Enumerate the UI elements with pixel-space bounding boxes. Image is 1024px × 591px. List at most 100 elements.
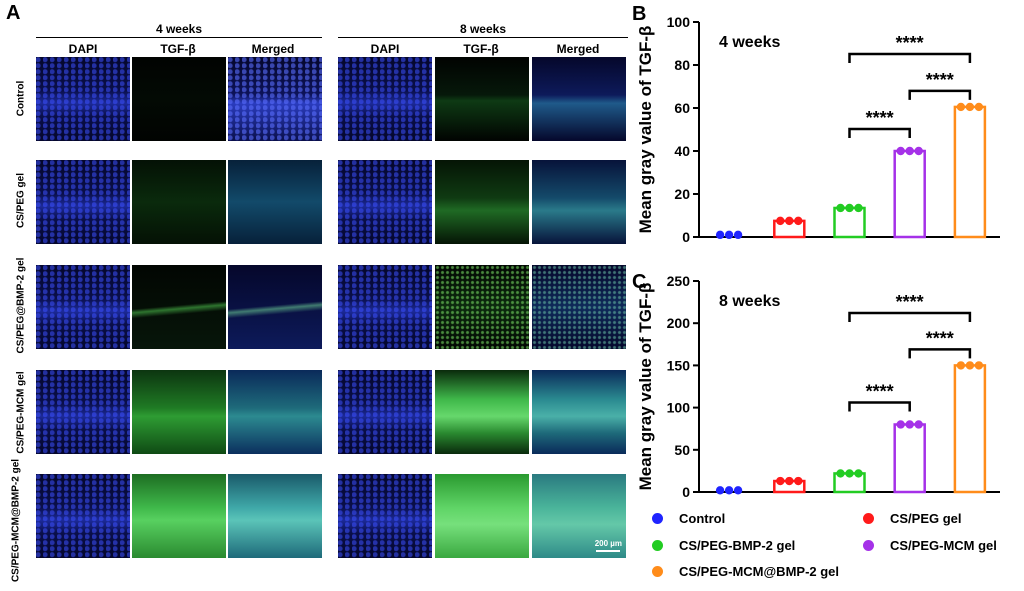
chart-c-ytick-label-1: 50 (674, 442, 690, 458)
chart-c-point-4-0 (956, 361, 966, 370)
micrograph-cs-peg-mcm-bmp2-tgf-4w (132, 474, 226, 558)
chart-c-ytick-label-2: 100 (667, 400, 691, 416)
micrograph-cs-peg-mcm-bmp2-merged-4w (228, 474, 322, 558)
chart-c-sig-label-2: **** (896, 292, 924, 312)
chart-c-sig-label-0: **** (866, 381, 894, 401)
chart-b-point-2-2 (854, 203, 863, 213)
chart-c-point-0-2 (733, 486, 743, 495)
micrograph-cs-peg-mcm-tgf-4w (132, 370, 226, 454)
row-label-cs-peg-bmp2-gel: CS/PEG@BMP-2 gel (15, 257, 27, 354)
chart-c-point-1-0 (776, 476, 785, 486)
chart-c-point-3-1 (905, 420, 914, 429)
chart-c-point-4-2 (974, 361, 984, 370)
chart-c-ytick-label-4: 200 (667, 315, 691, 331)
micrograph-control-merged-8w (532, 57, 626, 141)
micrograph-control-dapi-4w (36, 57, 130, 141)
chart-b-sig-bracket-0 (848, 127, 911, 138)
legend-item-cs-peg-mcm: CS/PEG-MCM gel (863, 538, 997, 553)
legend-label-control: Control (679, 511, 726, 526)
legend-dot-control (652, 513, 663, 524)
micrograph-cs-peg-mcm-bmp2-dapi-8w (338, 474, 432, 558)
chart-c-point-2-1 (845, 469, 854, 478)
group-rule-4-weeks (36, 37, 322, 38)
col-head-tgf-4w: TGF-β (160, 42, 196, 56)
chart-b-sig-label-2: **** (896, 33, 924, 53)
chart-c-point-1-2 (794, 476, 803, 486)
chart-b-bar-3 (893, 149, 926, 239)
chart-b-point-1-0 (776, 216, 785, 226)
chart-b-point-0-0 (715, 230, 725, 240)
scale-bar-label: 200 µm (594, 539, 622, 548)
micrograph-cs-peg-mcm-tgf-8w (435, 370, 529, 454)
chart-b-ytick-label-4: 80 (674, 57, 690, 73)
chart-b-letter: B (632, 3, 646, 25)
micrograph-cs-peg-mcm-merged-4w (228, 370, 322, 454)
chart-c-ylabel: Mean gray value of TGF-β (636, 283, 655, 491)
chart-b-ytick-label-5: 100 (667, 14, 691, 30)
micrograph-cs-peg-mcm-dapi-8w (338, 370, 432, 454)
micrograph-cs-peg-mcm-bmp2-tgf-8w (435, 474, 529, 558)
chart-panel-c: C Mean gray value of TGF-β 0 50 100 150 200 250… (630, 262, 1024, 505)
micrograph-cs-peg-mcm-dapi-4w (36, 370, 130, 454)
chart-c-sig-label-1: **** (926, 328, 954, 348)
chart-c-point-0-0 (715, 486, 725, 495)
micrograph-cs-peg-bmp2-dapi-4w (36, 265, 130, 349)
row-label-cs-peg-mcm-bmp2-gel: CS/PEG-MCM@BMP-2 gel (10, 458, 22, 583)
legend-label-cs-peg: CS/PEG gel (890, 511, 962, 526)
micrograph-cs-peg-bmp2-dapi-8w (338, 265, 432, 349)
chart-c-bar-4 (953, 364, 987, 494)
micrograph-cs-peg-merged-8w (532, 160, 626, 244)
chart-b-point-0-1 (724, 230, 734, 240)
legend-label-cs-peg-bmp2: CS/PEG-BMP-2 gel (679, 538, 796, 553)
chart-b-ytick-label-2: 40 (674, 143, 690, 159)
legend-dot-cs-peg-bmp2 (652, 540, 663, 551)
col-head-dapi-4w: DAPI (68, 42, 98, 56)
chart-c-sig-bracket-0 (848, 401, 911, 412)
micrograph-cs-peg-tgf-8w (435, 160, 529, 244)
micrograph-cs-peg-dapi-8w (338, 160, 432, 244)
panel-a-letter: A (6, 2, 21, 24)
micrograph-cs-peg-dapi-4w (36, 160, 130, 244)
legend-label-cs-peg-mcm-bmp2: CS/PEG-MCM@BMP-2 gel (679, 564, 840, 579)
chart-c-sig-bracket-1 (908, 348, 972, 359)
micrograph-control-dapi-8w (338, 57, 432, 141)
legend-dot-cs-peg-mcm (863, 540, 874, 551)
col-head-merged-8w: Merged (556, 42, 600, 56)
chart-c-point-0-1 (724, 486, 734, 495)
chart-b-point-2-0 (836, 203, 845, 213)
chart-panel-b: B Mean gray value of TGF-β 0 20 40 60 80 100 4 w… (630, 0, 1024, 267)
row-label-cs-peg-gel: CS/PEG gel (15, 173, 27, 229)
micrograph-control-tgf-4w (132, 57, 226, 141)
chart-b-point-4-1 (965, 102, 975, 112)
micrograph-control-tgf-8w (435, 57, 529, 141)
chart-c-ytick-label-3: 150 (667, 357, 691, 373)
legend-dot-cs-peg (863, 513, 874, 524)
micrograph-cs-peg-bmp2-tgf-8w (435, 265, 529, 349)
micrograph-cs-peg-tgf-4w (132, 160, 226, 244)
chart-b-sig-bracket-1 (908, 89, 972, 100)
legend-item-control: Control (652, 511, 725, 526)
chart-b-sig-label-0: **** (866, 108, 894, 128)
chart-c-point-3-2 (914, 420, 923, 429)
chart-c-sig-bracket-2 (848, 311, 972, 322)
legend-item-cs-peg-mcm-bmp2: CS/PEG-MCM@BMP-2 gel (652, 564, 839, 579)
micrograph-cs-peg-bmp2-merged-4w (228, 265, 322, 349)
legend-item-cs-peg-bmp2: CS/PEG-BMP-2 gel (652, 538, 795, 553)
legend-item-cs-peg: CS/PEG gel (863, 511, 962, 526)
chart-b-sig-bracket-2 (848, 52, 972, 63)
micrograph-cs-peg-bmp2-merged-8w (532, 265, 626, 349)
col-head-tgf-8w: TGF-β (463, 42, 499, 56)
chart-b-sig-label-1: **** (926, 70, 954, 90)
chart-b-point-0-2 (733, 230, 743, 240)
chart-b-ylabel: Mean gray value of TGF-β (636, 26, 655, 234)
micrograph-cs-peg-mcm-bmp2-dapi-4w (36, 474, 130, 558)
chart-b-point-2-1 (845, 203, 854, 213)
group-title-8-weeks: 8 weeks (459, 22, 507, 36)
chart-c-point-4-1 (965, 361, 975, 370)
chart-c-letter: C (632, 271, 646, 293)
chart-b-title: 4 weeks (719, 34, 780, 51)
chart-c-ytick-label-0: 0 (682, 484, 690, 500)
chart-c-ytick-label-5: 250 (667, 273, 691, 289)
micrograph-control-merged-4w (228, 57, 322, 141)
